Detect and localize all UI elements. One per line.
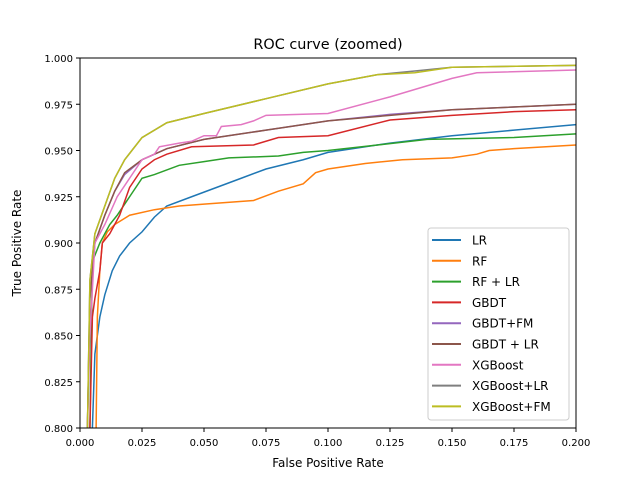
y-tick-label: 0.900 bbox=[44, 239, 73, 250]
series-line-3 bbox=[89, 109, 576, 428]
x-tick-label: 0.000 bbox=[66, 438, 95, 449]
legend-entry: XGBoost bbox=[472, 358, 524, 372]
y-tick-label: 0.950 bbox=[44, 147, 73, 158]
y-axis-label: True Positive Rate bbox=[10, 190, 24, 298]
y-tick-label: 0.975 bbox=[44, 100, 73, 111]
series-line-8 bbox=[86, 64, 576, 428]
x-tick-label: 0.125 bbox=[376, 438, 405, 449]
x-tick-label: 0.050 bbox=[190, 438, 219, 449]
x-tick-label: 0.200 bbox=[562, 438, 591, 449]
legend-entry: RF bbox=[472, 254, 487, 268]
series-line-2 bbox=[89, 133, 576, 428]
legend-entry: XGBoost+LR bbox=[472, 379, 548, 393]
legend: LR RF RF + LR GBDT GBDT+FM GBDT + LR XGBoost XG… bbox=[427, 227, 570, 421]
x-tick-label: 0.075 bbox=[252, 438, 281, 449]
y-axis: 0.800 0.825 0.850 0.875 0.900 0.925 0.950 0.975… bbox=[44, 54, 80, 435]
y-tick-label: 0.850 bbox=[44, 332, 73, 343]
legend-entry: GBDT bbox=[472, 296, 507, 310]
y-tick-label: 0.825 bbox=[44, 378, 73, 389]
y-tick-label: 0.925 bbox=[44, 193, 73, 204]
legend-entry: GBDT+FM bbox=[472, 317, 533, 331]
curves bbox=[86, 64, 576, 428]
legend-entry: RF + LR bbox=[472, 275, 520, 289]
y-tick-label: 1.000 bbox=[44, 54, 73, 65]
x-axis: 0.000 0.025 0.050 0.075 0.100 0.125 0.150 0.175… bbox=[66, 428, 591, 449]
y-tick-label: 0.875 bbox=[44, 285, 73, 296]
chart-title: ROC curve (zoomed) bbox=[253, 37, 402, 53]
y-tick-label: 0.800 bbox=[44, 424, 73, 435]
x-tick-label: 0.150 bbox=[438, 438, 467, 449]
legend-entry: GBDT + LR bbox=[472, 338, 539, 352]
legend-box bbox=[427, 227, 570, 421]
x-tick-label: 0.100 bbox=[314, 438, 343, 449]
legend-entry: XGBoost+FM bbox=[472, 400, 551, 414]
series-line-6 bbox=[86, 69, 576, 428]
legend-entry: LR bbox=[472, 234, 487, 248]
x-tick-label: 0.175 bbox=[500, 438, 529, 449]
x-axis-label: False Positive Rate bbox=[272, 456, 384, 470]
series-line-1 bbox=[95, 144, 576, 428]
x-tick-label: 0.025 bbox=[128, 438, 157, 449]
